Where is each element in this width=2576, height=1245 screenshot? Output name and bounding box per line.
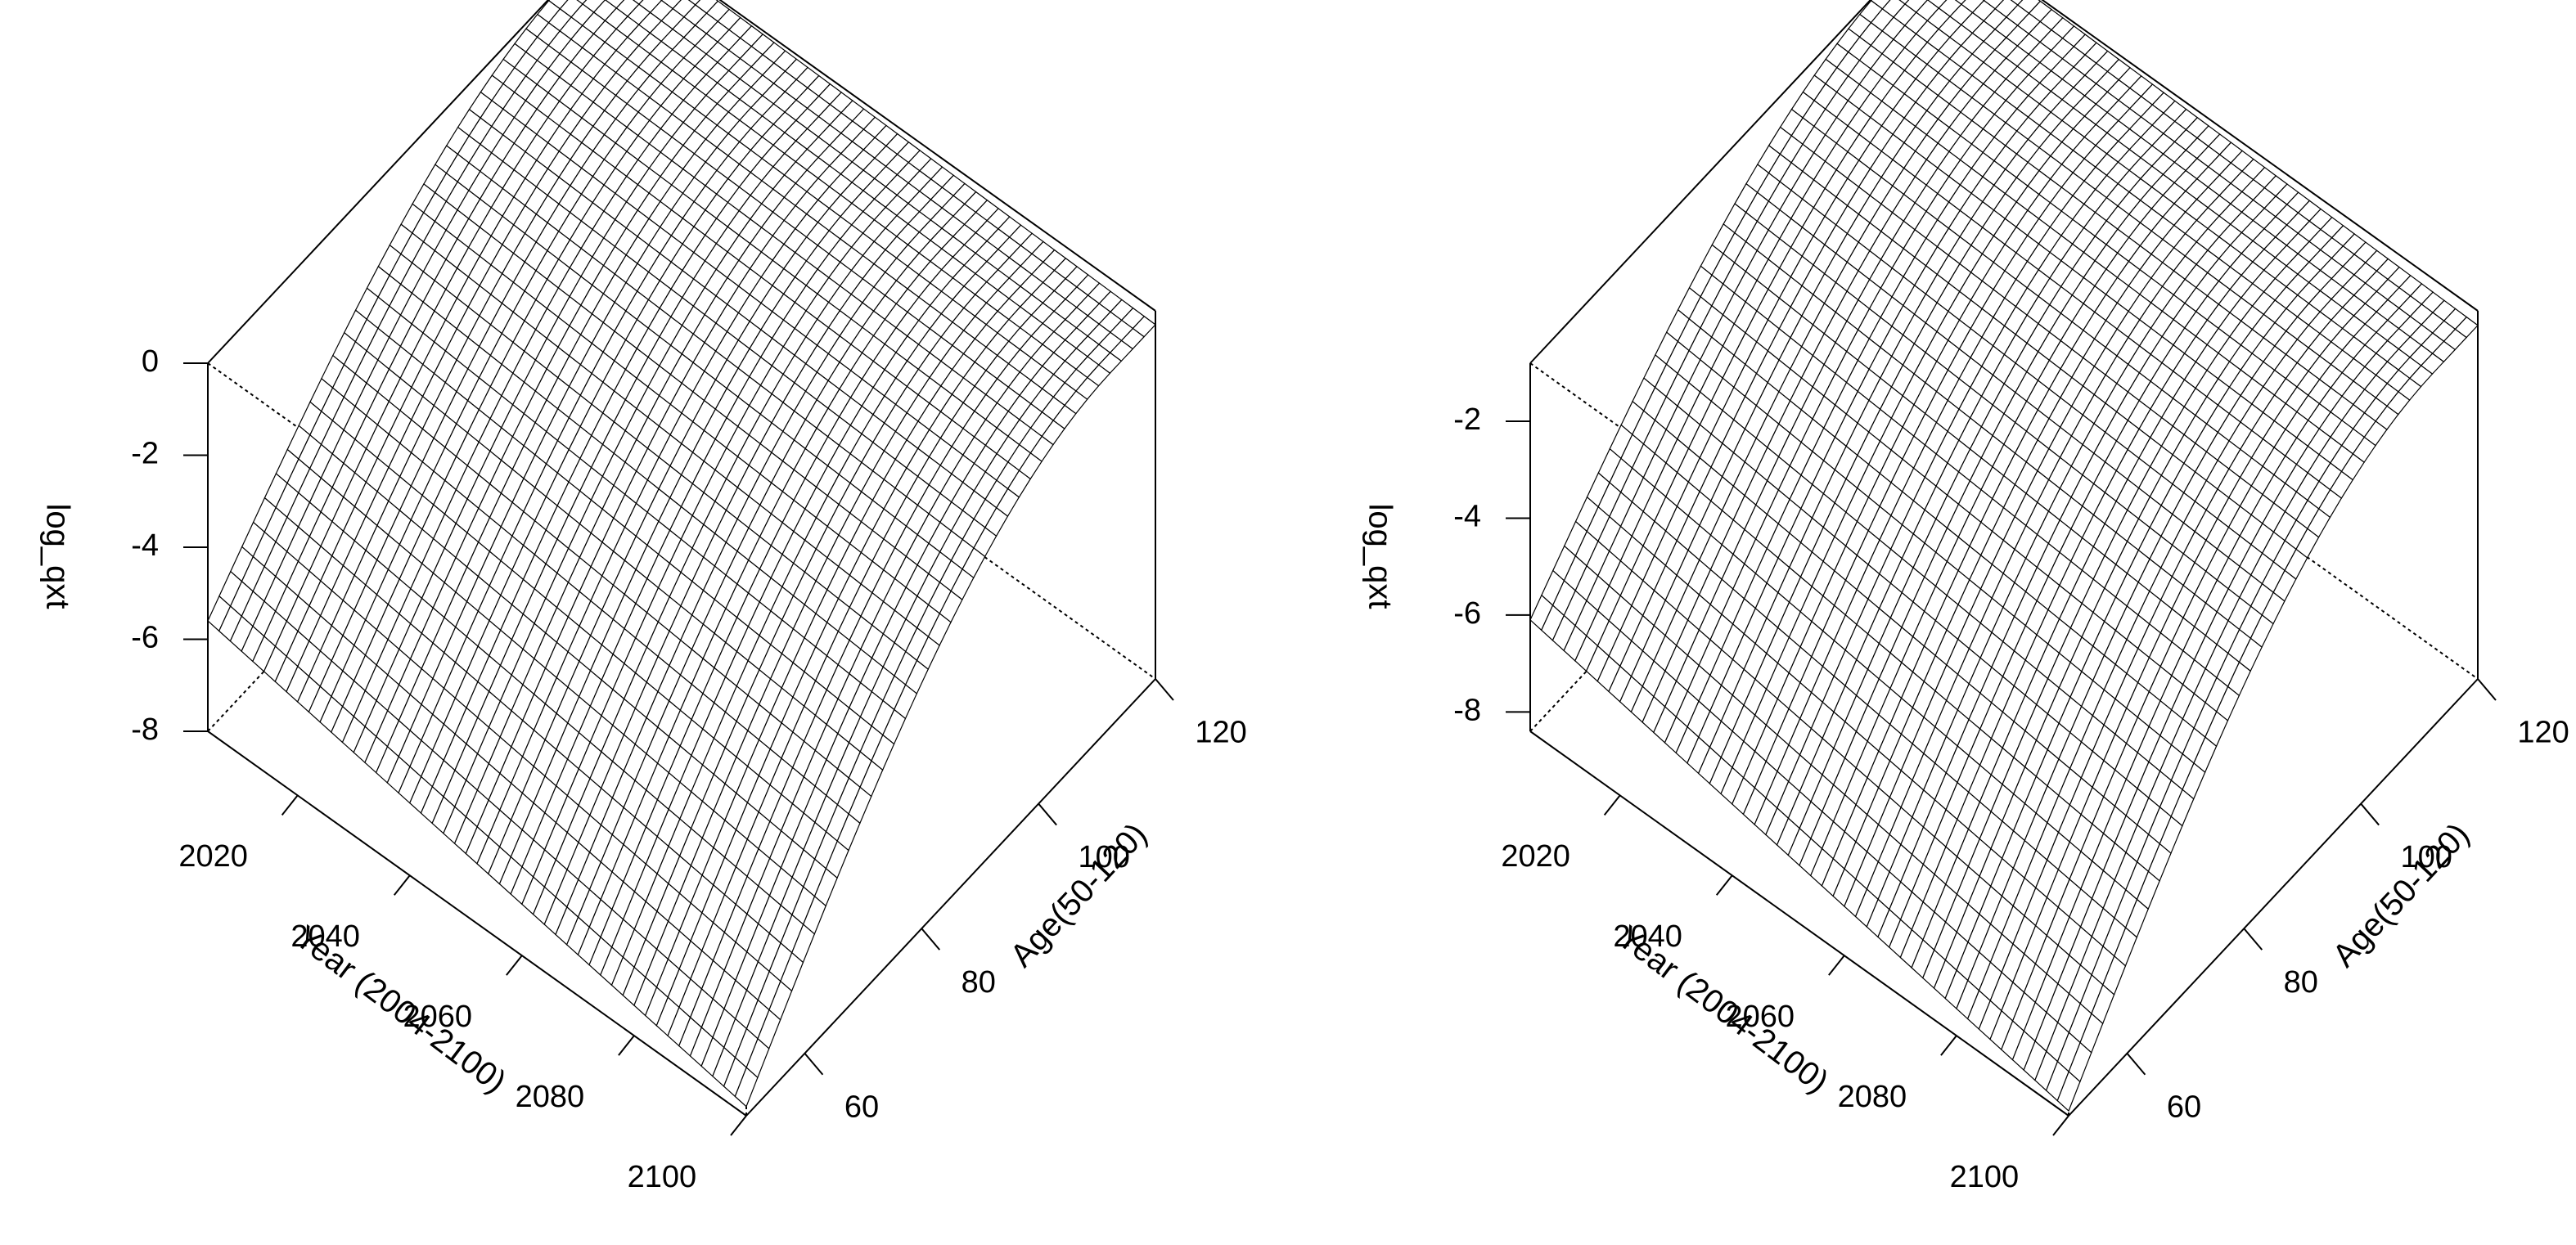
age-tick-label: 120: [2517, 716, 2569, 750]
year-tick-mark: [1940, 1035, 1957, 1056]
age-tick-label: 60: [844, 1090, 879, 1124]
year-axis-label: Year (2004-2100): [1610, 919, 1835, 1100]
z-tick-label: -8: [131, 712, 159, 747]
z-tick-label: -6: [131, 621, 159, 655]
year-tick-mark: [730, 1115, 747, 1136]
year-tick-mark: [393, 874, 411, 896]
year-tick-mark: [506, 955, 523, 976]
year-tick-label: 2080: [516, 1080, 585, 1114]
year-tick-label: 2040: [290, 919, 360, 954]
year-tick-label: 2100: [1950, 1160, 2020, 1194]
year-tick-label: 2020: [178, 839, 248, 874]
females-panel: Females202020402060208021006080100120-8-…: [1362, 0, 2569, 1194]
males-panel: Males202020402060208021006080100120-8-6-…: [39, 0, 1247, 1194]
surface-cell: [734, 1067, 759, 1108]
year-tick-label: 2060: [403, 1000, 472, 1034]
age-tick-mark: [1038, 802, 1057, 826]
year-tick-label: 2100: [628, 1160, 697, 1194]
age-tick-label: 100: [1079, 840, 1130, 874]
box-edge-right-top: [2041, 0, 2479, 312]
year-tick-label: 2060: [1725, 1000, 1795, 1034]
year-axis-label: Year (2004-2100): [288, 919, 512, 1100]
z-axis-label: log_qxt: [1362, 504, 1398, 609]
year-tick-mark: [618, 1035, 635, 1056]
year-tick-mark: [1603, 794, 1621, 816]
z-tick-label: -2: [1453, 402, 1481, 437]
box-edge-front-right-bottom: [745, 678, 1156, 1117]
year-tick-mark: [1715, 874, 1733, 896]
z-tick-label: -4: [131, 528, 159, 563]
age-tick-mark: [2360, 802, 2380, 826]
age-tick-mark: [2126, 1053, 2146, 1076]
year-tick-label: 2040: [1613, 919, 1682, 954]
age-tick-label: 80: [2284, 965, 2318, 1000]
box-edge-back-top: [1529, 0, 1872, 364]
z-axis-label: log_qxt: [39, 504, 75, 609]
box-edge-right-bottom: [1939, 294, 2479, 680]
box-edge-right-top: [718, 0, 1156, 312]
age-tick-mark: [1155, 678, 1174, 701]
z-tick-label: -4: [1453, 500, 1481, 534]
age-tick-label: 80: [961, 965, 996, 1000]
z-tick-label: -6: [1453, 596, 1481, 631]
age-tick-mark: [804, 1053, 824, 1076]
box-edge-front-right-bottom: [2068, 678, 2479, 1117]
surface-cell: [2056, 1071, 2081, 1112]
age-tick-mark: [2243, 928, 2263, 951]
z-tick-label: -2: [131, 437, 159, 471]
box-edge-right-bottom: [616, 294, 1156, 680]
age-tick-label: 60: [2167, 1090, 2201, 1124]
age-tick-label: 120: [1195, 716, 1246, 750]
box-edge-back-top: [207, 0, 550, 364]
age-tick-mark: [921, 928, 941, 951]
z-tick-label: -8: [1453, 693, 1481, 727]
year-tick-mark: [1828, 955, 1845, 976]
age-tick-mark: [2477, 678, 2497, 701]
year-tick-label: 2080: [1838, 1080, 1907, 1114]
z-tick-label: 0: [142, 344, 159, 379]
year-tick-mark: [2052, 1115, 2069, 1136]
year-tick-mark: [281, 794, 299, 816]
age-tick-label: 100: [2401, 840, 2452, 874]
year-tick-label: 2020: [1501, 839, 1570, 874]
